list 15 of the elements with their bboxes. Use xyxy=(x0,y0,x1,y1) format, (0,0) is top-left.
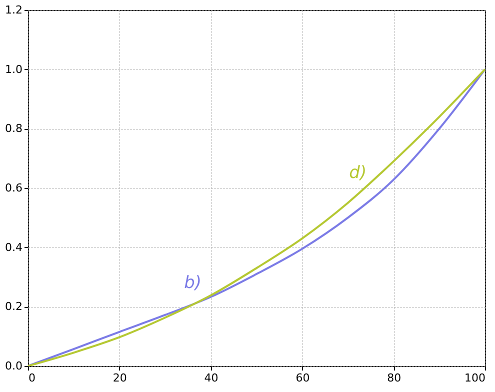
x-tick-label: 100 xyxy=(464,372,486,384)
x-tick-label: 20 xyxy=(112,372,127,384)
y-tick-label: 0.6 xyxy=(5,182,22,194)
y-tick-label: 1.0 xyxy=(5,62,22,76)
y-tick-label: 0.4 xyxy=(5,240,22,254)
x-tick-label: 80 xyxy=(387,372,402,384)
y-tick-label: 0.0 xyxy=(5,360,22,372)
y-tick-label: 0.8 xyxy=(5,122,22,136)
x-tick-label: 0 xyxy=(28,372,36,384)
x-tick-label: 60 xyxy=(296,372,310,384)
series-label: b) xyxy=(184,272,202,293)
series-label: d) xyxy=(349,162,367,183)
x-tick-label: 40 xyxy=(204,372,218,384)
y-tick-label: 1.2 xyxy=(5,4,22,16)
y-tick-label: 0.2 xyxy=(5,300,22,314)
